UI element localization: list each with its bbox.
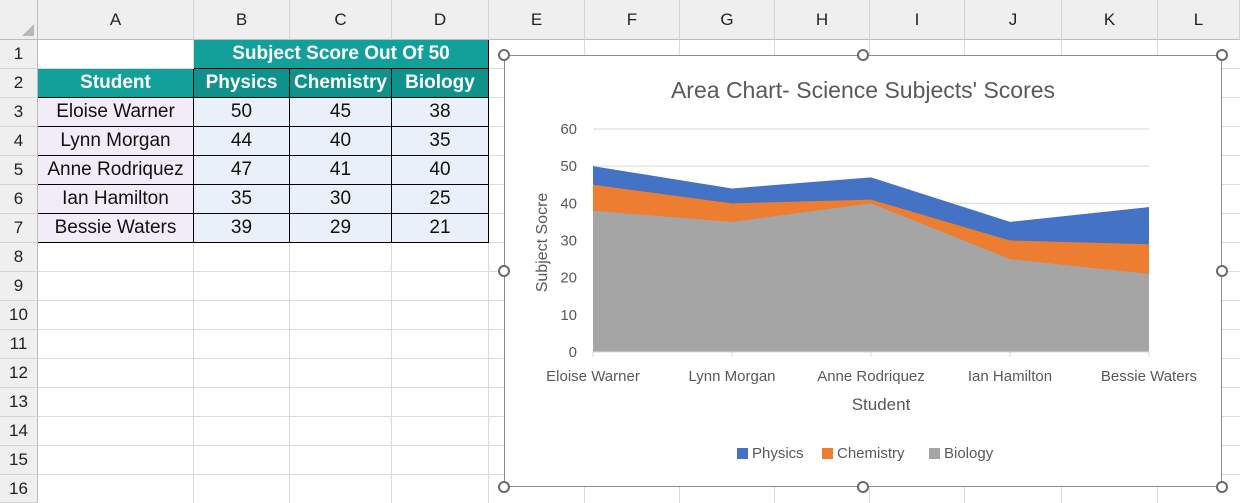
row-header-8[interactable]: 8 bbox=[0, 243, 38, 272]
column-header-b[interactable]: B bbox=[194, 0, 290, 40]
row-header-12[interactable]: 12 bbox=[0, 359, 38, 388]
x-tick-label: Lynn Morgan bbox=[689, 368, 776, 385]
x-tick-label: Anne Rodriquez bbox=[817, 368, 925, 385]
column-header-d[interactable]: D bbox=[392, 0, 489, 40]
chart-handle-bottom-middle[interactable] bbox=[857, 481, 869, 493]
chart-handle-top-right[interactable] bbox=[1216, 49, 1228, 61]
student-name-cell[interactable]: Bessie Waters bbox=[38, 214, 194, 243]
legend-swatch-chemistry bbox=[822, 448, 833, 459]
area-chart[interactable]: Area Chart- Science Subjects' Scores 0 10 2… bbox=[504, 55, 1222, 487]
x-tick-label: Ian Hamilton bbox=[968, 368, 1052, 385]
legend-label-chemistry: Chemistry bbox=[837, 445, 905, 462]
score-cell[interactable]: 47 bbox=[194, 156, 290, 185]
row-header-10[interactable]: 10 bbox=[0, 301, 38, 330]
column-header-i[interactable]: I bbox=[870, 0, 965, 40]
score-cell[interactable]: 45 bbox=[290, 98, 392, 127]
y-tick-label: 50 bbox=[560, 158, 577, 175]
chart-handle-middle-left[interactable] bbox=[498, 265, 510, 277]
y-tick-label: 30 bbox=[560, 233, 577, 250]
score-cell[interactable]: 39 bbox=[194, 214, 290, 243]
row-header-4[interactable]: 4 bbox=[0, 127, 38, 156]
row-header-7[interactable]: 7 bbox=[0, 214, 38, 243]
chart-handle-bottom-right[interactable] bbox=[1216, 481, 1228, 493]
area-series-biology bbox=[593, 203, 1149, 352]
score-cell[interactable]: 35 bbox=[194, 185, 290, 214]
student-name-cell[interactable]: Lynn Morgan bbox=[38, 127, 194, 156]
y-tick-label: 40 bbox=[560, 195, 577, 212]
title-cell[interactable]: Subject Score Out Of 50 bbox=[194, 40, 489, 69]
column-header-h[interactable]: H bbox=[775, 0, 870, 40]
score-cell[interactable]: 40 bbox=[290, 127, 392, 156]
chart-handle-bottom-left[interactable] bbox=[498, 481, 510, 493]
y-tick-label: 20 bbox=[560, 270, 577, 287]
student-name-cell[interactable]: Anne Rodriquez bbox=[38, 156, 194, 185]
legend-label-biology: Biology bbox=[944, 445, 994, 462]
x-tick-label: Eloise Warner bbox=[546, 368, 640, 385]
row-header-5[interactable]: 5 bbox=[0, 156, 38, 185]
y-axis-title: Subject Socre bbox=[534, 193, 551, 293]
row-header-9[interactable]: 9 bbox=[0, 272, 38, 301]
row-header-15[interactable]: 15 bbox=[0, 446, 38, 475]
row-header-1[interactable]: 1 bbox=[0, 40, 38, 69]
row-header-2[interactable]: 2 bbox=[0, 69, 38, 98]
x-tick-label: Bessie Waters bbox=[1101, 368, 1197, 385]
column-header-g[interactable]: G bbox=[680, 0, 775, 40]
score-cell[interactable]: 25 bbox=[392, 185, 489, 214]
student-name-cell[interactable]: Eloise Warner bbox=[38, 98, 194, 127]
row-header-6[interactable]: 6 bbox=[0, 185, 38, 214]
x-axis-title: Student bbox=[852, 395, 911, 414]
chart-handle-middle-right[interactable] bbox=[1216, 265, 1228, 277]
column-header-c[interactable]: C bbox=[290, 0, 392, 40]
chart-handle-top-middle[interactable] bbox=[857, 49, 869, 61]
score-cell[interactable]: 29 bbox=[290, 214, 392, 243]
row-header-3[interactable]: 3 bbox=[0, 98, 38, 127]
score-cell[interactable]: 44 bbox=[194, 127, 290, 156]
header-chemistry-cell[interactable]: Chemistry bbox=[290, 69, 392, 98]
score-cell[interactable]: 50 bbox=[194, 98, 290, 127]
row-header-13[interactable]: 13 bbox=[0, 388, 38, 417]
row-header-16[interactable]: 16 bbox=[0, 475, 38, 503]
column-header-k[interactable]: K bbox=[1062, 0, 1158, 40]
y-tick-label: 60 bbox=[560, 121, 577, 138]
score-cell[interactable]: 35 bbox=[392, 127, 489, 156]
score-cell[interactable]: 30 bbox=[290, 185, 392, 214]
legend-swatch-biology bbox=[929, 448, 940, 459]
y-tick-label: 0 bbox=[569, 344, 577, 361]
header-biology-cell[interactable]: Biology bbox=[392, 69, 489, 98]
select-all-corner[interactable] bbox=[0, 0, 38, 40]
score-cell[interactable]: 41 bbox=[290, 156, 392, 185]
legend-label-physics: Physics bbox=[752, 445, 804, 462]
column-header-f[interactable]: F bbox=[585, 0, 680, 40]
header-student-cell[interactable]: Student bbox=[38, 69, 194, 98]
legend-swatch-physics bbox=[737, 448, 748, 459]
column-header-l[interactable]: L bbox=[1158, 0, 1240, 40]
area-chart-svg: Area Chart- Science Subjects' Scores 0 10 2… bbox=[534, 77, 1197, 462]
column-header-a[interactable]: A bbox=[38, 0, 194, 40]
score-cell[interactable]: 38 bbox=[392, 98, 489, 127]
student-name-cell[interactable]: Ian Hamilton bbox=[38, 185, 194, 214]
row-header-11[interactable]: 11 bbox=[0, 330, 38, 359]
column-header-e[interactable]: E bbox=[489, 0, 585, 40]
y-tick-label: 10 bbox=[560, 307, 577, 324]
select-all-triangle-icon bbox=[22, 24, 34, 36]
header-physics-cell[interactable]: Physics bbox=[194, 69, 290, 98]
row-header-14[interactable]: 14 bbox=[0, 417, 38, 446]
chart-handle-top-left[interactable] bbox=[498, 49, 510, 61]
score-cell[interactable]: 40 bbox=[392, 156, 489, 185]
column-header-j[interactable]: J bbox=[965, 0, 1062, 40]
chart-title: Area Chart- Science Subjects' Scores bbox=[671, 77, 1055, 103]
score-cell[interactable]: 21 bbox=[392, 214, 489, 243]
